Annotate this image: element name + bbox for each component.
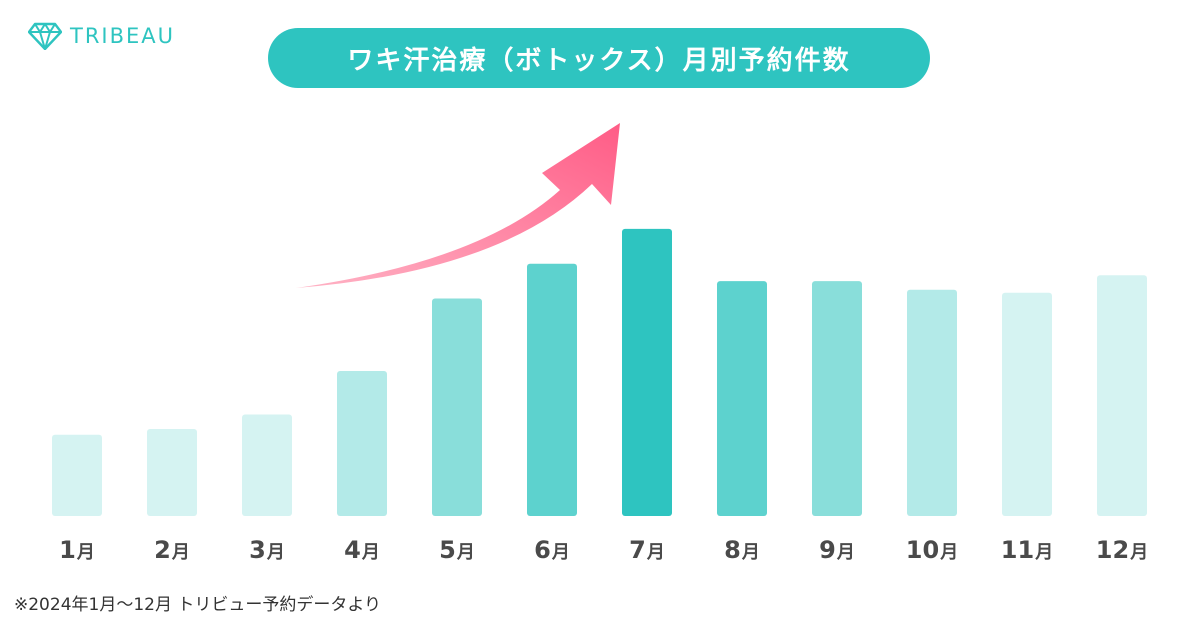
x-tick-label: 12月: [1096, 536, 1148, 564]
bar-10月: [907, 289, 957, 516]
x-tick-label: 2月: [154, 536, 190, 564]
source-note: ※2024年1月〜12月 トリビュー予約データより: [14, 595, 382, 615]
brand-logo: TRIBEAU: [28, 22, 175, 50]
trend-arrow: [296, 123, 620, 288]
x-tick-label: 1月: [59, 536, 95, 564]
bar-9月: [812, 281, 862, 516]
bar-12月: [1097, 275, 1147, 516]
bar-4月: [337, 371, 387, 516]
x-tick-label: 4月: [344, 536, 380, 564]
x-tick-label: 11月: [1001, 536, 1053, 564]
x-tick-label: 9月: [819, 536, 855, 564]
bar-5月: [432, 298, 482, 516]
diamond-icon: [28, 22, 62, 50]
chart-title: ワキ汗治療（ボトックス）月別予約件数: [347, 45, 851, 76]
x-tick-label: 8月: [724, 536, 760, 564]
bar-3月: [242, 414, 292, 516]
bar-8月: [717, 281, 767, 516]
x-tick-label: 7月: [629, 536, 665, 564]
chart-title-banner: ワキ汗治療（ボトックス）月別予約件数: [268, 28, 930, 88]
x-tick-label: 3月: [249, 536, 285, 564]
bar-6月: [527, 263, 577, 516]
brand-name: TRIBEAU: [70, 24, 176, 48]
bar-2月: [147, 429, 197, 516]
x-tick-labels: 1月 2月 3月 4月 5月 6月 7月 8月 9月 10月 11月 12月: [59, 536, 1148, 564]
bars-group: [52, 228, 1147, 516]
x-tick-label: 10月: [906, 536, 958, 564]
bar-7月: [622, 228, 672, 516]
x-tick-label: 5月: [439, 536, 475, 564]
bar-11月: [1002, 292, 1052, 516]
bar-1月: [52, 434, 102, 516]
x-tick-label: 6月: [534, 536, 570, 564]
